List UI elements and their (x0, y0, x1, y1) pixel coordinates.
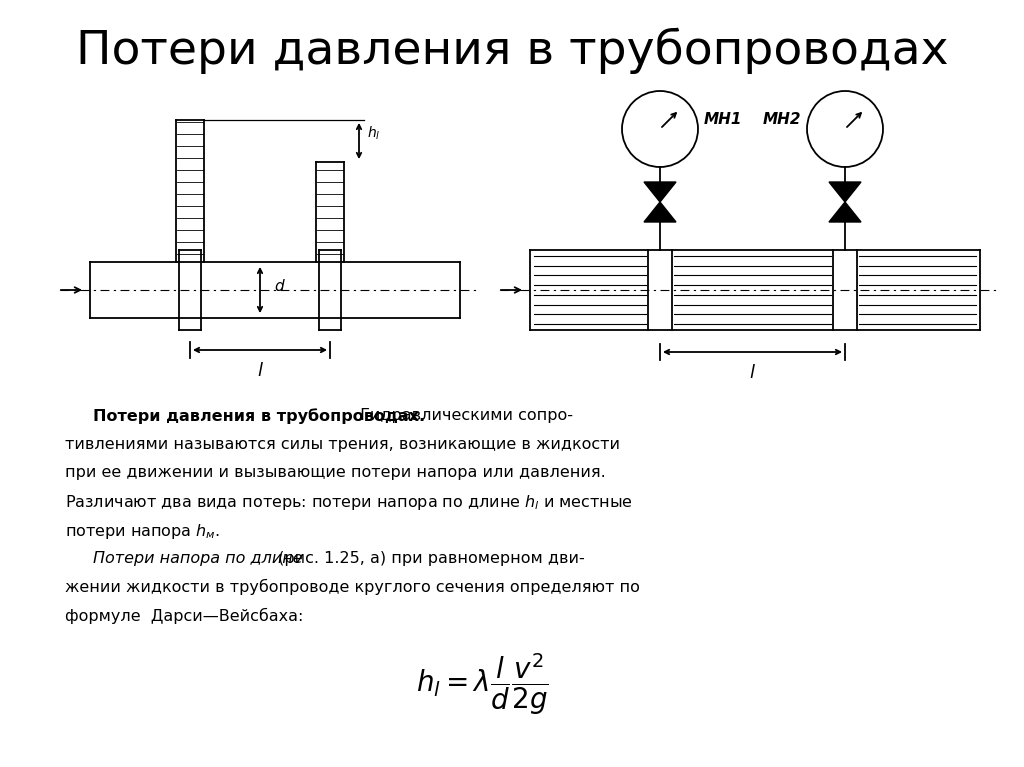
Circle shape (622, 91, 698, 167)
Text: Гидравлическими сопро-: Гидравлическими сопро- (355, 408, 573, 423)
Polygon shape (644, 182, 676, 202)
Text: тивлениями называются силы трения, возникающие в жидкости: тивлениями называются силы трения, возни… (65, 436, 620, 452)
Text: МН2: МН2 (763, 111, 801, 127)
Text: $h_l = \lambda \dfrac{l}{d} \dfrac{v^2}{2g}$: $h_l = \lambda \dfrac{l}{d} \dfrac{v^2}{… (416, 652, 548, 717)
Text: $l$: $l$ (749, 364, 756, 382)
Polygon shape (644, 202, 676, 222)
Text: Потери напора по длине: Потери напора по длине (93, 551, 303, 565)
Text: потери напора $h_м$.: потери напора $h_м$. (65, 522, 220, 541)
Text: $l$: $l$ (257, 362, 263, 380)
Text: $h_l$: $h_l$ (367, 124, 381, 142)
Circle shape (807, 91, 883, 167)
Text: Различают два вида потерь: потери напора по длине $h_l$ и местные: Различают два вида потерь: потери напора… (65, 493, 633, 512)
Text: при ее движении и вызывающие потери напора или давления.: при ее движении и вызывающие потери напо… (65, 465, 606, 480)
Text: $d$: $d$ (274, 278, 286, 294)
Text: (рис. 1.25, а) при равномерном дви-: (рис. 1.25, а) при равномерном дви- (273, 551, 585, 565)
Polygon shape (829, 182, 861, 202)
Text: МН1: МН1 (705, 111, 742, 127)
Text: жении жидкости в трубопроводе круглого сечения определяют по: жении жидкости в трубопроводе круглого с… (65, 579, 640, 595)
Text: формуле  Дарси—Вейсбаха:: формуле Дарси—Вейсбаха: (65, 607, 303, 624)
Polygon shape (829, 202, 861, 222)
Text: Потери давления в трубопроводах.: Потери давления в трубопроводах. (93, 408, 425, 423)
Text: Потери давления в трубопроводах: Потери давления в трубопроводах (76, 28, 948, 74)
